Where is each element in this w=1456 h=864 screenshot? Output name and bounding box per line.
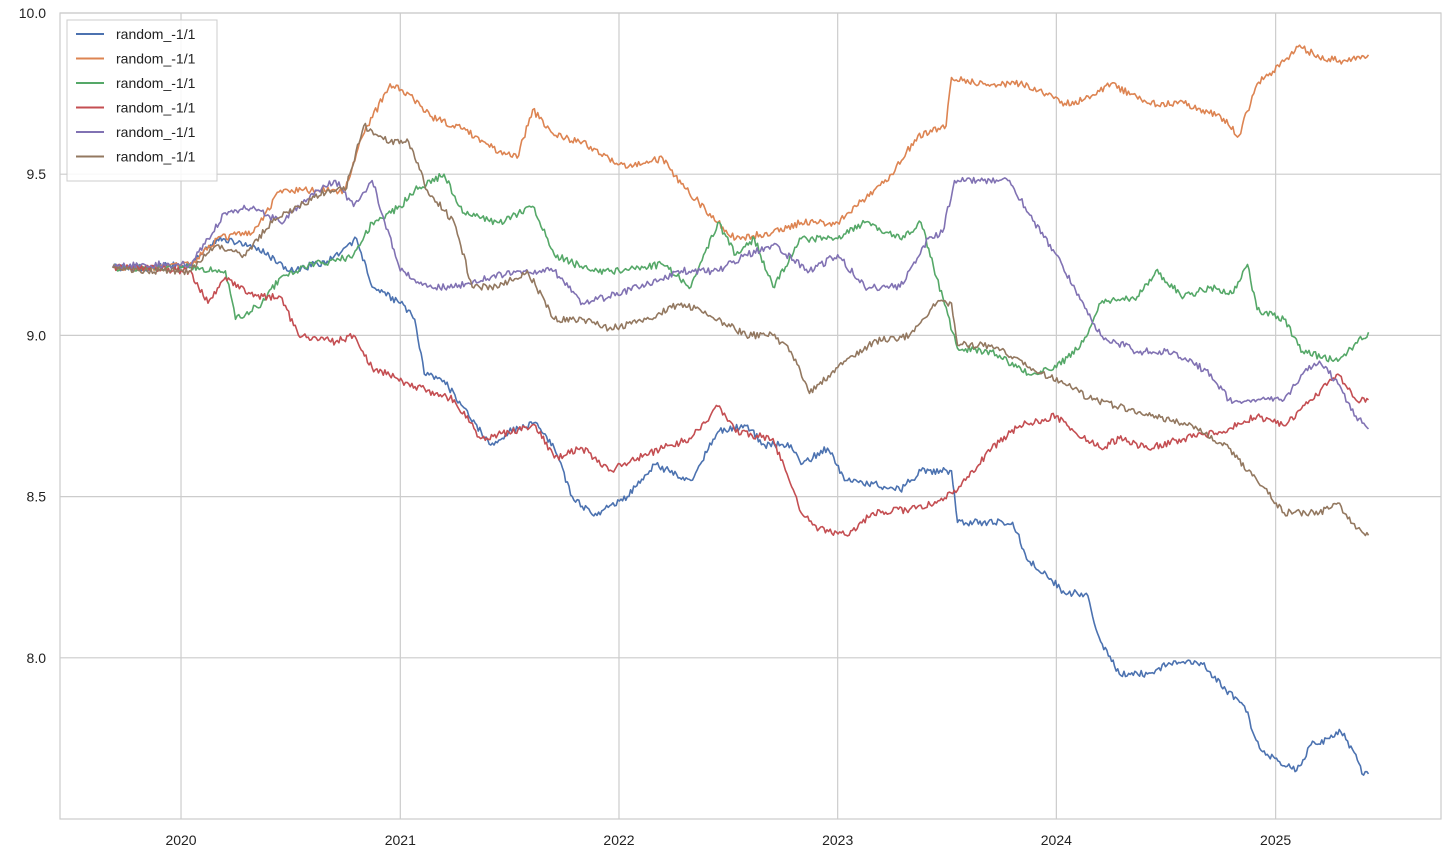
series-lines [111,44,1370,776]
series-line-6 [112,122,1370,537]
legend-label: random_-1/1 [116,124,196,140]
legend-label: random_-1/1 [116,26,196,42]
legend-label: random_-1/1 [116,149,196,165]
legend-label: random_-1/1 [116,100,196,116]
x-tick-label: 2021 [385,832,416,848]
y-tick-label: 9.0 [27,327,47,343]
y-tick-label: 10.0 [19,5,46,21]
series-line-3 [112,173,1370,376]
legend-label: random_-1/1 [116,51,196,67]
legend-label: random_-1/1 [116,75,196,91]
y-tick-label: 8.5 [27,489,47,505]
x-tick-label: 2025 [1260,832,1291,848]
x-tick-label: 2023 [822,832,853,848]
plot-frame [59,12,1442,820]
series-line-2 [111,44,1370,272]
series-line-5 [112,176,1370,430]
series-line-1 [111,235,1370,776]
legend: random_-1/1 random_-1/1 random_-1/1 random_… [66,19,218,182]
y-tick-label: 8.0 [27,650,47,666]
legend-box [66,19,218,182]
y-tick-label: 9.5 [27,166,47,182]
tick-labels: 2020 2021 2022 2023 2024 2025 8.0 8.5 9.0 9.5 10.0 [19,5,1292,848]
series-line-4 [112,263,1370,537]
x-tick-label: 2020 [165,832,196,848]
x-tick-label: 2024 [1041,832,1072,848]
x-tick-label: 2022 [603,832,634,848]
